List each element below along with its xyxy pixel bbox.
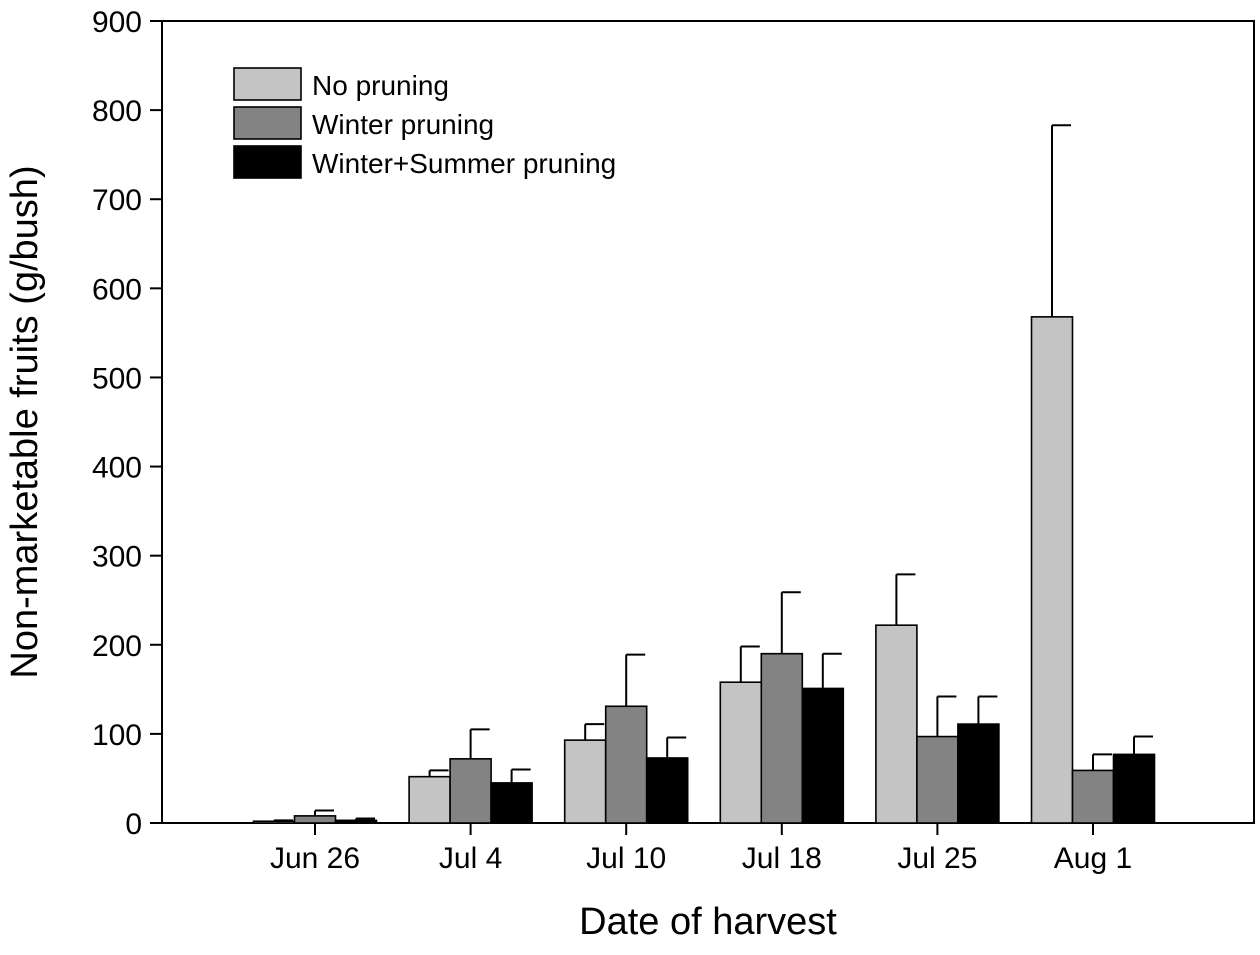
bar-3-3 bbox=[645, 757, 689, 824]
y-tick-label: 400 bbox=[92, 452, 142, 485]
legend-label-2: Winter pruning bbox=[312, 109, 494, 140]
error-bars-layer bbox=[273, 124, 1153, 822]
y-axis: 0 100 200 300 400 500 600 700 800 900 bbox=[92, 6, 162, 841]
x-tick-label: Jul 18 bbox=[742, 842, 822, 875]
bar-3-6 bbox=[1112, 753, 1156, 824]
bar-2-4 bbox=[760, 652, 804, 824]
y-tick-label: 600 bbox=[92, 273, 142, 306]
legend-swatch-2 bbox=[233, 106, 302, 140]
x-tick-label: Aug 1 bbox=[1054, 842, 1132, 875]
bar-1-5 bbox=[875, 624, 918, 824]
y-tick-label: 800 bbox=[92, 95, 142, 128]
legend-swatch-1 bbox=[233, 67, 302, 101]
legend: No pruning Winter pruning Winter+Summer pr… bbox=[233, 67, 616, 179]
x-tick-label: Jul 10 bbox=[586, 842, 666, 875]
bar-3-1 bbox=[334, 819, 378, 824]
x-tick-label: Jul 25 bbox=[897, 842, 977, 875]
bar-1-2 bbox=[408, 775, 451, 824]
bar-1-6 bbox=[1030, 316, 1074, 824]
bar-2-1 bbox=[293, 815, 337, 824]
y-tick-label: 300 bbox=[92, 541, 142, 574]
legend-label-1: No pruning bbox=[312, 70, 449, 101]
bar-3-4 bbox=[801, 687, 845, 824]
y-tick-label: 200 bbox=[92, 630, 142, 663]
plot-area bbox=[161, 20, 1255, 824]
bar-2-6 bbox=[1071, 769, 1115, 824]
bar-1-1 bbox=[252, 820, 296, 824]
y-axis-title: Non-marketable fruits (g/bush) bbox=[4, 165, 46, 678]
y-tick-label: 700 bbox=[92, 184, 142, 217]
bar-3-5 bbox=[957, 723, 1000, 824]
x-axis-title: Date of harvest bbox=[579, 901, 837, 943]
bar-1-4 bbox=[719, 681, 763, 824]
bar-1-3 bbox=[563, 739, 607, 824]
y-tick-label: 900 bbox=[92, 6, 142, 39]
bar-2-2 bbox=[449, 758, 492, 824]
x-tick-label: Jun 26 bbox=[270, 842, 360, 875]
legend-swatch-3 bbox=[233, 145, 302, 179]
plot-frame bbox=[161, 20, 1255, 824]
bars-layer bbox=[252, 316, 1156, 824]
x-tick-label: Jul 4 bbox=[439, 842, 502, 875]
x-axis: Jun 26 Jul 4 Jul 10 Jul 18 Jul 25 Aug 1 bbox=[270, 823, 1132, 875]
y-tick-label: 0 bbox=[125, 808, 142, 841]
bar-3-2 bbox=[490, 782, 533, 824]
bar-2-3 bbox=[604, 705, 648, 824]
legend-label-3: Winter+Summer pruning bbox=[312, 148, 616, 179]
y-tick-label: 100 bbox=[92, 719, 142, 752]
bar-2-5 bbox=[916, 735, 959, 824]
y-tick-label: 500 bbox=[92, 362, 142, 395]
